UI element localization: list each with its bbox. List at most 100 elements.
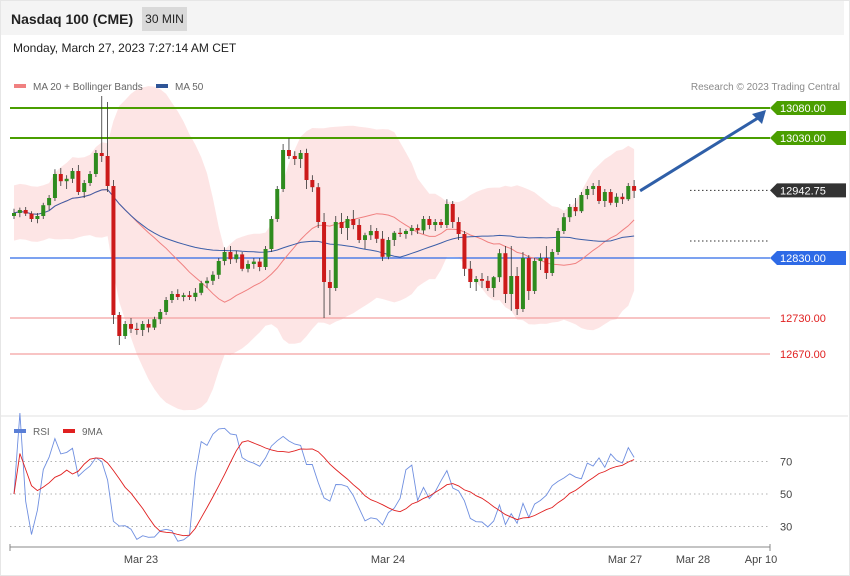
candle-body (304, 153, 309, 180)
candle-body (17, 210, 22, 213)
candle (316, 183, 321, 228)
candle (608, 189, 613, 206)
level-12830-00-tag: 12830.00 (770, 251, 846, 265)
candle (292, 151, 297, 165)
candle-body (199, 283, 204, 293)
candle-body (88, 174, 93, 183)
rsi-level-label: 30 (780, 521, 792, 533)
rsi-legend-label: RSI (33, 427, 50, 438)
candle (626, 183, 631, 201)
forecast-arrow-head (752, 110, 766, 124)
candle (339, 213, 344, 234)
legend-label: MA 20 + Bollinger Bands (33, 82, 143, 93)
candle-body (222, 252, 227, 261)
candle (29, 211, 34, 222)
candle-body (333, 222, 338, 288)
candle-body (169, 294, 174, 300)
candle-body (474, 279, 479, 282)
timeframe-badge[interactable]: 30 MIN (142, 7, 187, 31)
candle-body (363, 235, 367, 240)
candle (427, 216, 432, 230)
candle (421, 216, 426, 234)
candle (433, 219, 438, 231)
candle-body (339, 222, 344, 228)
rsi-line (13, 412, 635, 542)
candle (269, 216, 274, 252)
candle-body (286, 150, 291, 156)
candle (632, 180, 637, 198)
candle (392, 231, 397, 246)
candle-body (456, 222, 461, 234)
candle-body (579, 195, 584, 212)
level-13080-00-label: 13080.00 (780, 103, 826, 115)
candle-body (585, 189, 590, 195)
candle (181, 292, 186, 302)
candle-body (205, 280, 210, 284)
candle-body (608, 192, 613, 203)
candle-body (403, 231, 408, 234)
time-axis-label: Mar 27 (608, 554, 642, 566)
candle (82, 180, 87, 198)
candle (187, 291, 192, 300)
candle (491, 276, 496, 297)
candle (12, 208, 16, 219)
candle-body (433, 222, 438, 225)
candle (164, 297, 169, 315)
candle (357, 219, 362, 243)
candle (88, 171, 93, 186)
candle (263, 246, 268, 270)
candle (515, 267, 520, 315)
candle-body (421, 219, 426, 231)
candle-body (392, 232, 397, 240)
candle (47, 195, 52, 210)
candle (561, 213, 566, 234)
candle (532, 258, 537, 294)
candle (380, 231, 385, 261)
level-12830-00-label: 12830.00 (780, 253, 826, 265)
candle-body (480, 279, 484, 281)
candle-body (468, 268, 473, 282)
candle (351, 210, 356, 230)
time-axis-label: Mar 23 (124, 554, 158, 566)
candle-body (281, 150, 286, 189)
candle (93, 150, 98, 177)
candle-body (82, 183, 87, 192)
candle (304, 148, 309, 189)
candle (99, 96, 104, 162)
candle (573, 198, 578, 216)
candle-body (257, 261, 262, 267)
candle-body (620, 196, 625, 200)
time-axis-label: Apr 10 (745, 554, 777, 566)
candle-body (497, 253, 502, 278)
candle (193, 288, 198, 302)
level-13030-00-tag: 13030.00 (770, 131, 846, 145)
candle-body (398, 232, 403, 234)
candlesticks (12, 96, 637, 345)
candle (129, 318, 133, 333)
instrument-title: Nasdaq 100 (CME) (11, 11, 134, 27)
candle-body (357, 225, 362, 240)
candle (333, 216, 338, 291)
candle-body (351, 219, 356, 225)
candle-body (520, 258, 525, 309)
time-axis-label: Mar 28 (676, 554, 710, 566)
candle (228, 246, 233, 264)
candle (281, 144, 286, 192)
candle (468, 261, 473, 288)
legend-label: MA 50 (175, 82, 204, 93)
candle (602, 189, 607, 207)
candle (246, 260, 250, 273)
candle-body (41, 205, 46, 216)
candle-body (614, 196, 619, 203)
candle-body (129, 324, 133, 329)
rsi-legend-swatch (14, 429, 26, 433)
candle-body (345, 219, 350, 228)
candle-body (117, 315, 122, 336)
candle-body (538, 258, 543, 261)
candle-body (146, 324, 151, 328)
chart-datetime: Monday, March 27, 2023 7:27:14 AM CET (13, 41, 237, 55)
rsi-legend-swatch (63, 429, 75, 433)
level-12670-00-label: 12670.00 (780, 349, 826, 361)
candle-body (561, 217, 566, 231)
candle (567, 204, 572, 222)
